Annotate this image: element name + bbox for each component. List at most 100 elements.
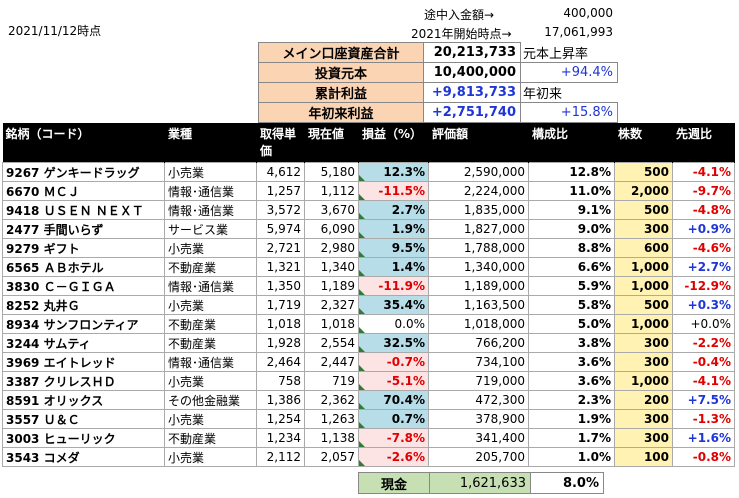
cell-week: -1.3% <box>672 409 735 429</box>
col-sector-header: 業種 <box>164 123 257 163</box>
deposit-label: 途中入金額→ <box>424 8 495 22</box>
error-indicator-icon <box>359 270 365 276</box>
cash-label: 現金 <box>358 472 430 494</box>
cell-week: -4.8% <box>672 200 735 220</box>
cell-ratio: 1.7% <box>528 428 615 448</box>
cell-cost: 1,350 <box>256 276 305 296</box>
cell-sector: 不動産業 <box>164 314 257 334</box>
cell-sector: 情報･通信業 <box>164 352 257 372</box>
cell-sector: 情報･通信業 <box>164 200 257 220</box>
cell-qty: 100 <box>614 447 673 467</box>
cell-cost: 2,464 <box>256 352 305 372</box>
cell-sector: 小売業 <box>164 447 257 467</box>
cell-value: 1,827,000 <box>428 219 529 239</box>
cell-sector: 不動産業 <box>164 257 257 277</box>
cash-ratio: 8.0% <box>530 472 604 494</box>
summary-row: メイン口座資産合計 20,213,733 元本上昇率 <box>258 42 618 63</box>
cell-pl: -2.6% <box>358 447 429 467</box>
summary-row: 投資元本 10,400,000 +94.4% <box>258 62 618 83</box>
error-indicator-icon <box>359 289 365 295</box>
cell-value: 1,018,000 <box>428 314 529 334</box>
summary-extra: +15.8% <box>520 102 618 123</box>
cell-week: -12.9% <box>672 276 735 296</box>
cell-cost: 758 <box>256 371 305 391</box>
table-row: 6670 ＭＣＪ 情報･通信業 1,257 1,112 -11.5% 2,224,000 1… <box>2 181 735 201</box>
cell-sector: サービス業 <box>164 219 257 239</box>
table-row: 8934 サンフロンティア 不動産業 1,018 1,018 0.0% 1,018,000… <box>2 314 735 334</box>
cell-ratio: 9.0% <box>528 219 615 239</box>
cell-cost: 1,321 <box>256 257 305 277</box>
error-indicator-icon <box>359 422 365 428</box>
cell-name: 9279 ギフト <box>2 238 165 258</box>
table-row: 8252 丸井Ｇ 小売業 1,719 2,327 35.4% 1,163,500 5.8% 5… <box>2 295 735 315</box>
cell-cost: 3,572 <box>256 200 305 220</box>
cell-pl: 12.3% <box>358 162 429 182</box>
cell-week: -9.7% <box>672 181 735 201</box>
cell-qty: 200 <box>614 390 673 410</box>
cell-price: 1,263 <box>304 409 359 429</box>
cell-price: 1,340 <box>304 257 359 277</box>
table-row: 2477 手間いらず サービス業 5,974 6,090 1.9% 1,827,000 9.… <box>2 219 735 239</box>
cell-cost: 1,928 <box>256 333 305 353</box>
cell-cost: 2,112 <box>256 447 305 467</box>
cell-name: 3543 コメダ <box>2 447 165 467</box>
col-cost-header: 取得単価 <box>256 123 305 163</box>
cell-qty: 1,000 <box>614 371 673 391</box>
cell-cost: 1,719 <box>256 295 305 315</box>
cell-price: 5,180 <box>304 162 359 182</box>
summary-label: メイン口座資産合計 <box>258 42 424 63</box>
error-indicator-icon <box>359 232 365 238</box>
cell-pl: -11.5% <box>358 181 429 201</box>
cell-ratio: 3.8% <box>528 333 615 353</box>
cell-week: +7.5% <box>672 390 735 410</box>
cell-price: 1,189 <box>304 276 359 296</box>
col-qty-header: 株数 <box>614 123 673 163</box>
table-row: 3003 ヒューリック 不動産業 1,234 1,138 -7.8% 341,400 1.7… <box>2 428 735 448</box>
cash-table: 現金 1,621,633 8.0% <box>358 472 604 494</box>
cell-name: 8934 サンフロンティア <box>2 314 165 334</box>
start-value: 17,061,993 <box>544 25 613 39</box>
col-ratio-header: 構成比 <box>528 123 615 163</box>
error-indicator-icon <box>359 346 365 352</box>
cell-name: 3244 サムティ <box>2 333 165 353</box>
cell-pl: -7.8% <box>358 428 429 448</box>
cell-ratio: 3.6% <box>528 371 615 391</box>
cell-pl: 1.4% <box>358 257 429 277</box>
cell-ratio: 1.9% <box>528 409 615 429</box>
holdings-table: 銘柄（コード） 業種 取得単価 現在値 損益（%） 評価額 構成比 株数 先週比… <box>2 123 735 467</box>
summary-extra: +94.4% <box>520 62 618 83</box>
col-value-header: 評価額 <box>428 123 529 163</box>
cell-price: 6,090 <box>304 219 359 239</box>
summary-value: 20,213,733 <box>423 42 521 63</box>
error-indicator-icon <box>359 441 365 447</box>
cell-week: +0.9% <box>672 219 735 239</box>
cell-price: 719 <box>304 371 359 391</box>
table-row: 3244 サムティ 不動産業 1,928 2,554 32.5% 766,200 3.8% 3… <box>2 333 735 353</box>
cell-sector: 小売業 <box>164 409 257 429</box>
cell-value: 734,100 <box>428 352 529 372</box>
summary-extra: 元本上昇率 <box>523 46 589 62</box>
cell-cost: 1,018 <box>256 314 305 334</box>
error-indicator-icon <box>359 365 365 371</box>
cell-sector: 小売業 <box>164 162 257 182</box>
cell-qty: 1,000 <box>614 276 673 296</box>
cell-qty: 1,000 <box>614 314 673 334</box>
cell-price: 2,554 <box>304 333 359 353</box>
error-indicator-icon <box>359 403 365 409</box>
snapshot-date: 2021/11/12時点 <box>8 24 102 38</box>
cell-cost: 1,234 <box>256 428 305 448</box>
cell-value: 472,300 <box>428 390 529 410</box>
cell-pl: 0.7% <box>358 409 429 429</box>
cell-week: -0.4% <box>672 352 735 372</box>
cell-name: 3969 エイトレッド <box>2 352 165 372</box>
cell-qty: 1,000 <box>614 257 673 277</box>
cell-pl: 35.4% <box>358 295 429 315</box>
cell-ratio: 5.0% <box>528 314 615 334</box>
cell-pl: -5.1% <box>358 371 429 391</box>
cell-price: 3,670 <box>304 200 359 220</box>
cell-week: -4.1% <box>672 162 735 182</box>
cell-price: 2,327 <box>304 295 359 315</box>
cell-name: 2477 手間いらず <box>2 219 165 239</box>
header-row: 銘柄（コード） 業種 取得単価 現在値 損益（%） 評価額 構成比 株数 先週比 <box>2 123 735 163</box>
col-name-header: 銘柄（コード） <box>2 123 165 163</box>
